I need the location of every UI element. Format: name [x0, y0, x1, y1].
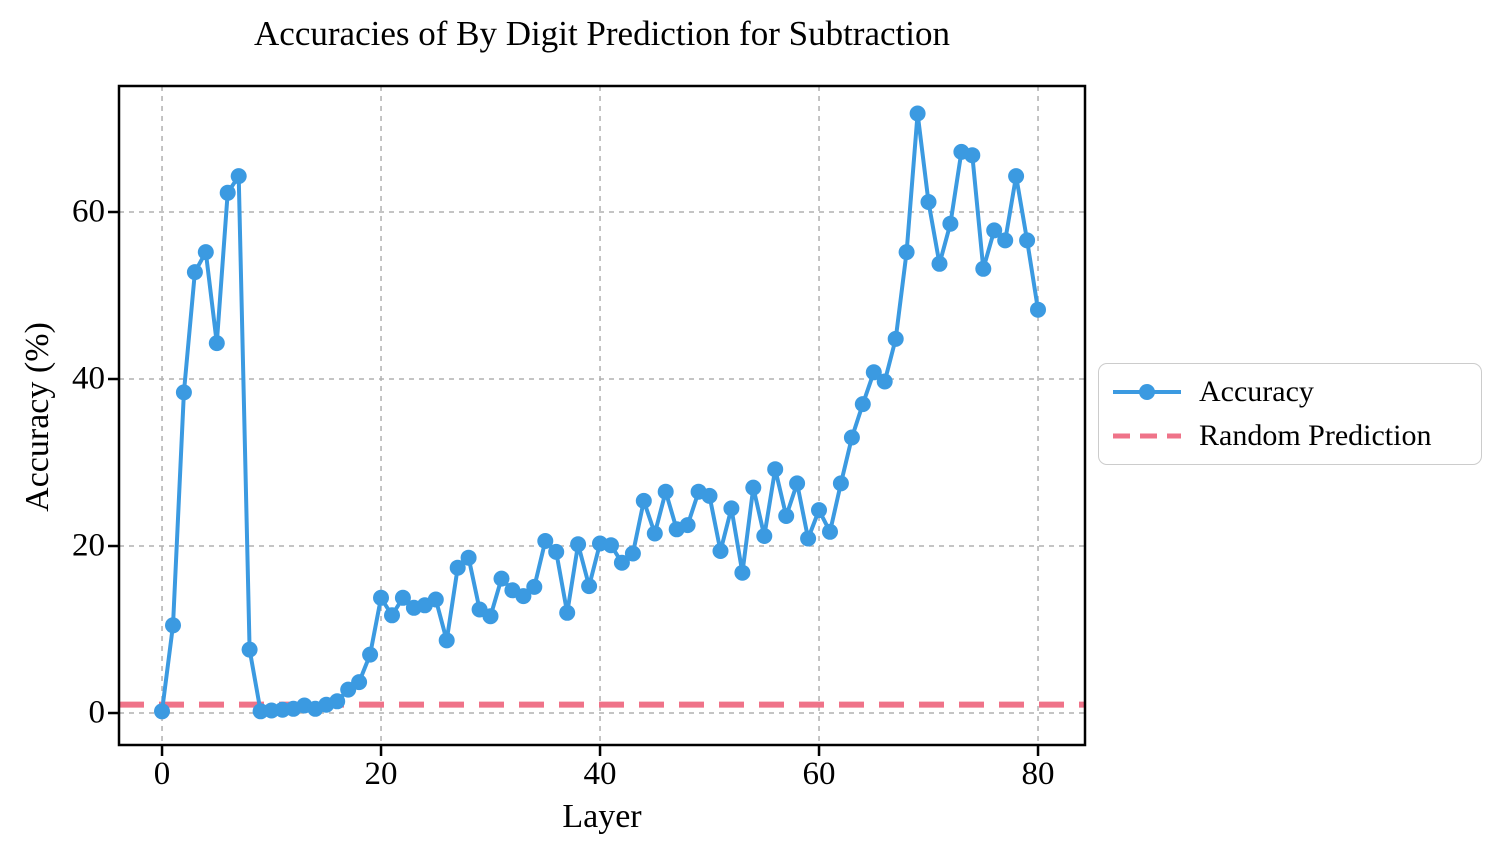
y-tick-label: 40	[72, 360, 105, 397]
data-point	[438, 632, 455, 649]
accuracy-line-swatch-icon	[1113, 384, 1181, 400]
legend: Accuracy Random Prediction	[1098, 363, 1482, 465]
x-axis-label: Layer	[562, 798, 642, 835]
x-tick-label: 40	[583, 756, 617, 792]
data-point	[920, 194, 937, 210]
data-point	[822, 523, 838, 540]
data-point	[887, 330, 904, 347]
y-tick-label: 60	[72, 193, 105, 230]
data-point	[427, 591, 444, 608]
x-tick-label: 60	[802, 756, 836, 792]
y-axis-label: Accuracy (%)	[19, 322, 56, 512]
data-point	[942, 215, 959, 232]
x-tick-label: 0	[153, 756, 171, 792]
data-point	[219, 184, 236, 201]
data-point	[865, 364, 882, 381]
chart-title: Accuracies of By Digit Prediction for Su…	[254, 14, 950, 53]
data-point	[986, 222, 1003, 239]
data-point	[701, 487, 718, 504]
data-point	[526, 578, 543, 595]
accuracy-line	[160, 111, 1040, 714]
data-point	[646, 525, 663, 542]
data-point	[778, 508, 795, 524]
x-tick-label: 80	[1021, 756, 1055, 792]
data-point	[613, 554, 630, 571]
legend-random-label: Random Prediction	[1199, 419, 1432, 452]
data-point	[734, 564, 751, 581]
data-point	[1019, 232, 1036, 249]
data-point	[493, 570, 510, 587]
x-tick-label: 20	[364, 756, 398, 792]
data-point	[482, 608, 499, 625]
data-point	[756, 528, 773, 544]
data-point	[197, 244, 214, 261]
data-point	[208, 335, 225, 352]
random-dashed-swatch-icon	[1113, 433, 1181, 439]
legend-row-accuracy: Accuracy	[1111, 375, 1467, 409]
data-point	[635, 492, 652, 509]
data-point	[394, 589, 411, 606]
data-point	[975, 260, 992, 277]
data-point	[811, 502, 827, 519]
data-point	[175, 384, 192, 401]
legend-row-random: Random Prediction	[1111, 419, 1467, 453]
data-point	[898, 244, 915, 261]
data-point	[515, 588, 532, 605]
data-point	[570, 536, 587, 553]
data-point	[997, 232, 1014, 249]
data-point	[909, 105, 926, 122]
data-point	[230, 168, 247, 185]
plot-frame	[117, 84, 1087, 747]
data-point	[603, 537, 619, 554]
data-point	[679, 517, 696, 534]
data-point	[657, 483, 674, 500]
data-point	[876, 373, 893, 390]
data-point	[832, 475, 849, 492]
y-tick-label: 20	[72, 527, 105, 564]
y-tick-label: 0	[88, 694, 106, 731]
data-point	[329, 693, 346, 710]
data-point	[723, 500, 740, 517]
data-point	[843, 429, 860, 446]
data-point	[154, 703, 170, 720]
data-point	[964, 147, 981, 164]
data-point	[854, 396, 871, 413]
data-point	[373, 589, 389, 606]
data-point	[537, 533, 554, 549]
data-point	[186, 264, 203, 281]
data-point	[241, 641, 258, 658]
data-point	[745, 479, 762, 496]
data-point	[789, 475, 806, 492]
data-point	[581, 578, 598, 595]
data-point	[1030, 301, 1046, 318]
data-point	[559, 604, 576, 621]
data-point	[548, 543, 565, 560]
data-point	[460, 549, 477, 566]
legend-accuracy-label: Accuracy	[1199, 375, 1314, 408]
data-point	[800, 530, 817, 547]
data-point	[449, 559, 466, 576]
data-point	[931, 255, 948, 272]
data-point	[362, 646, 379, 663]
data-point	[384, 607, 400, 624]
data-point	[712, 543, 729, 559]
data-point	[1008, 168, 1025, 185]
data-point	[767, 461, 784, 478]
data-point	[624, 545, 641, 562]
data-point	[165, 617, 181, 634]
data-point	[351, 674, 368, 691]
